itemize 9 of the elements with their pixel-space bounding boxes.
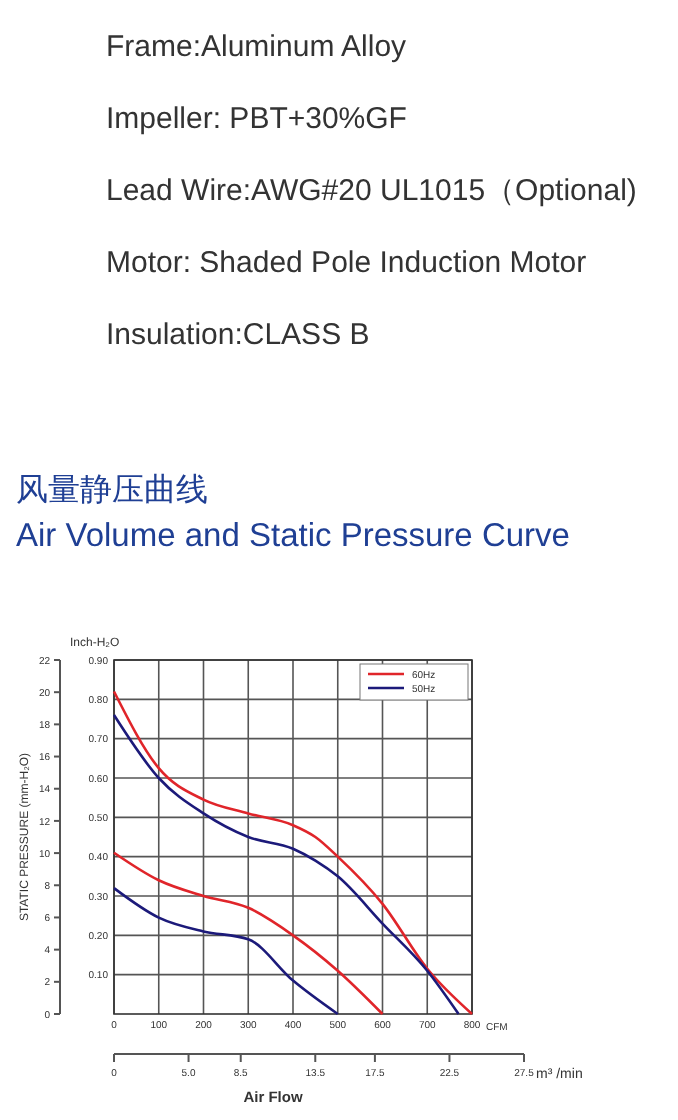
text: Motor: Shaded Pole Induction Motor <box>106 246 587 280</box>
text: Frame:Aluminum Alloy <box>106 30 408 64</box>
line-series <box>112 886 340 1016</box>
text: Impeller: PBT+30%GF <box>106 102 407 136</box>
text: Insulation:CLASS B <box>106 318 370 352</box>
chart-subtitle: Air Volume and Static Pressure Curve <box>16 518 570 554</box>
chart-title: 风量静压曲线 <box>16 472 208 508</box>
line-series <box>112 851 384 1016</box>
text: Lead Wire:AWG#20 UL1015（Optional) <box>106 174 637 208</box>
